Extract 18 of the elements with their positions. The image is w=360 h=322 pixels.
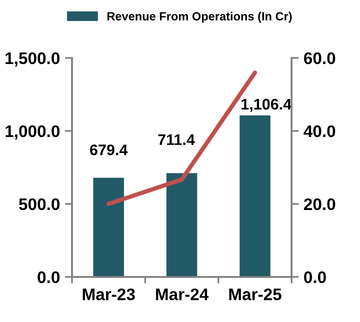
bar	[166, 173, 198, 277]
x-tick-label: Mar-24	[156, 288, 209, 300]
y-tick-label: 1,500.0	[6, 52, 60, 67]
data-label: 679.4	[90, 144, 128, 156]
y-tick-label: 0.0	[38, 271, 60, 284]
y2-tick-label: 40.0	[304, 125, 336, 138]
legend-label: Revenue From Operations (In Cr)	[107, 12, 292, 23]
x-tick-label: Mar-23	[82, 288, 135, 300]
data-label: 711.4	[158, 134, 195, 145]
y2-tick-label: 0.0	[304, 271, 326, 284]
y-tick-label: 500.0	[19, 198, 60, 210]
bar	[93, 178, 124, 277]
y2-tick-label: 20.0	[304, 198, 336, 210]
x-tick-label: Mar-25	[229, 288, 282, 300]
y2-tick-label: 60.0	[304, 52, 336, 64]
data-label: 1,106.4	[242, 98, 292, 112]
y-tick-label: 1,000.0	[6, 125, 60, 140]
bar	[240, 115, 270, 277]
